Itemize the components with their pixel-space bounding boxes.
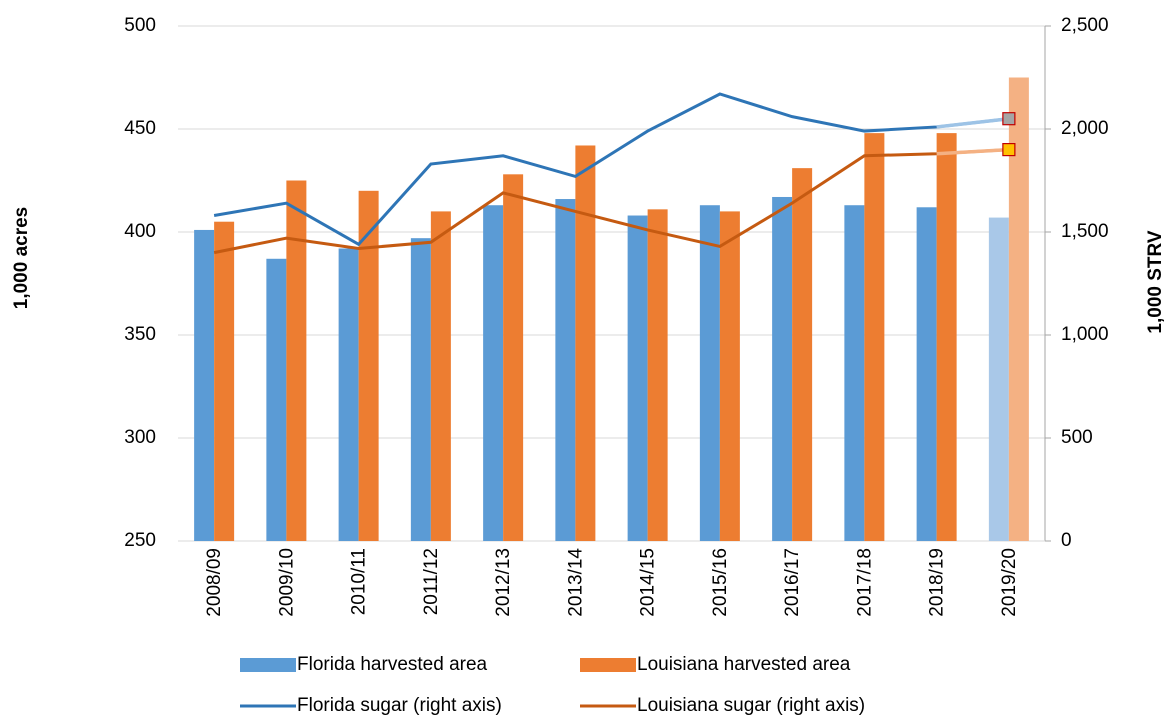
bar: [286, 180, 307, 541]
x-tick-label: 2010/11: [349, 548, 370, 615]
bar: [864, 133, 885, 541]
line: [213, 92, 1010, 247]
bar: [792, 168, 813, 541]
bar: [772, 196, 793, 542]
bar: [194, 229, 215, 541]
x-tick-label: 2008/09: [204, 548, 225, 617]
y-axis-label: 1,000 acres: [11, 207, 32, 310]
x-tick-label: 2018/19: [927, 548, 948, 617]
bar: [555, 199, 576, 542]
y-tick-label: 250: [124, 530, 156, 551]
bar: [719, 211, 740, 541]
projection-marker: [1002, 143, 1016, 157]
x-tick-label: 2013/14: [565, 548, 586, 617]
bar: [844, 205, 865, 541]
y2-axis-label: 1,000 STRV: [1145, 230, 1166, 333]
legend-swatch: [240, 658, 296, 672]
bar: [214, 221, 235, 541]
y2-tick-label: 500: [1061, 427, 1093, 448]
x-tick-label: 2015/16: [710, 548, 731, 617]
bar: [338, 248, 359, 542]
y-tick-label: 500: [124, 15, 156, 36]
y-tick-label: 400: [124, 221, 156, 242]
bar: [988, 217, 1009, 541]
bar: [410, 238, 431, 541]
legend-label: Louisiana harvested area: [637, 654, 851, 675]
bar: [503, 174, 524, 541]
y-tick-label: 300: [124, 427, 156, 448]
bar: [266, 258, 287, 541]
x-tick-label: 2016/17: [782, 548, 803, 617]
x-tick-label: 2017/18: [854, 548, 875, 617]
line: [213, 148, 1009, 255]
legend-label: Louisiana sugar (right axis): [637, 695, 865, 716]
bar: [358, 190, 379, 542]
bar: [627, 215, 648, 541]
y2-tick-label: 1,000: [1061, 324, 1109, 345]
bar: [647, 209, 668, 541]
y-tick-label: 350: [124, 324, 156, 345]
x-tick-label: 2012/13: [493, 548, 514, 617]
bar: [483, 205, 504, 541]
legend-label: Florida sugar (right axis): [297, 695, 502, 716]
x-tick-label: 2009/10: [276, 548, 297, 617]
x-tick-label: 2011/12: [421, 548, 442, 615]
y2-tick-label: 1,500: [1061, 221, 1109, 242]
y2-tick-label: 2,500: [1061, 15, 1109, 36]
y2-tick-label: 2,000: [1061, 118, 1109, 139]
bar: [936, 133, 957, 541]
bar: [699, 205, 720, 541]
projection-segment: [936, 147, 1009, 156]
y2-tick-label: 0: [1061, 530, 1072, 551]
y-tick-label: 450: [124, 118, 156, 139]
bar: [1008, 77, 1029, 541]
projection-marker: [1002, 112, 1016, 126]
bar: [430, 211, 451, 541]
legend-label: Florida harvested area: [297, 654, 488, 675]
bar: [575, 145, 596, 542]
projection-segment: [936, 116, 1010, 129]
x-tick-label: 2019/20: [999, 548, 1020, 617]
legend-swatch: [580, 658, 636, 672]
bar: [916, 207, 937, 541]
x-tick-label: 2014/15: [638, 548, 659, 617]
